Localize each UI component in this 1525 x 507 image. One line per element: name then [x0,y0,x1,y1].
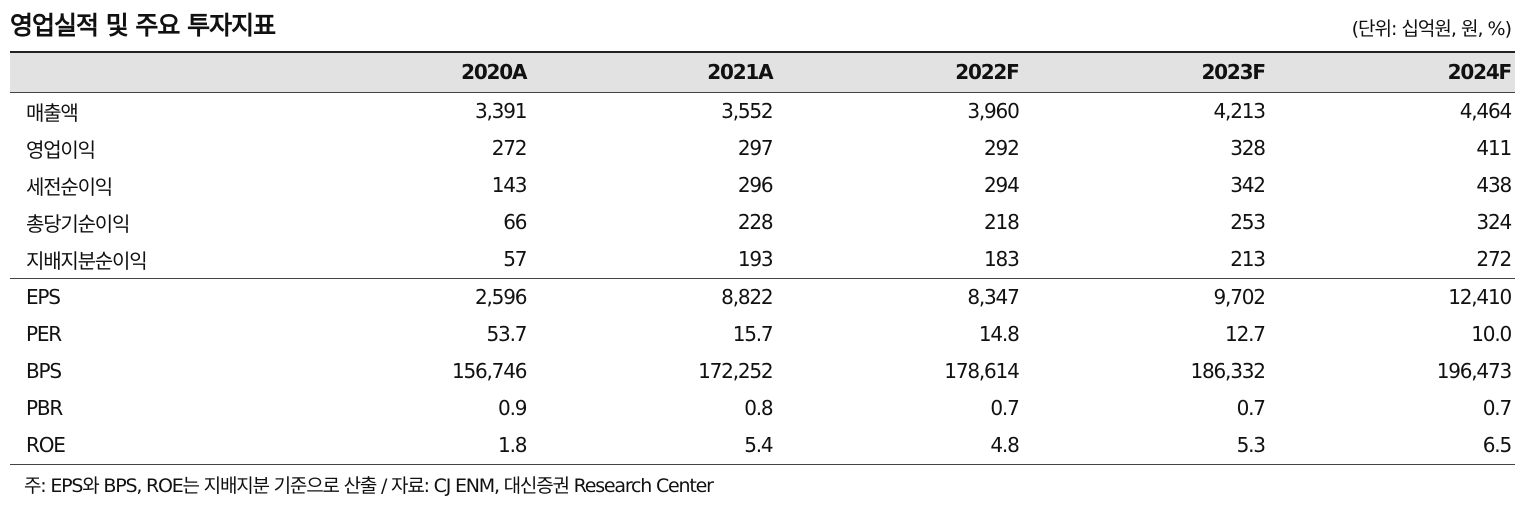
row-label: ROE [10,426,285,465]
unit-label: (단위: 십억원, 원, %) [1351,18,1512,40]
table-cell: 14.8 [978,322,1020,346]
table-cell: 272 [491,136,528,160]
table-cell: 66 [503,210,527,234]
table-cell: 296 [737,173,774,197]
table-cell: 3,960 [967,99,1019,123]
table-cell: 8,347 [776,277,1023,316]
table-row: PBR 0.9 0.8 0.7 0.7 0.7 [10,390,1515,427]
table-cell: 156,746 [451,359,528,383]
row-label: 매출액 [26,100,79,125]
column-header-2022f: 2022F [776,51,1023,93]
table-cell: 186,332 [1190,359,1266,383]
table-row: BPS 156,746 172,252 178,614 186,332 196,… [10,353,1515,390]
table-cell: 183 [984,247,1020,271]
table-cell: 5.4 [530,426,777,465]
table-cell: 1.8 [284,426,531,465]
table-row: ROE 1.8 5.4 4.8 5.3 6.5 [10,426,1515,465]
table-cell: 3,391 [475,99,527,123]
table-cell: 57 [503,247,527,271]
table-header-row: 2020A 2021A 2022F 2023F 2024F [10,51,1515,93]
row-label: PBR [26,396,63,420]
table-cell: 5.3 [1022,426,1269,465]
table-cell: 324 [1476,210,1512,234]
row-label: PER [26,322,62,346]
table-cell: 0.7 [1482,396,1512,420]
table-row: 총당기순이익 66 228 218 253 324 [10,204,1515,241]
table-cell: 2,596 [284,277,531,316]
table-cell: 328 [1230,136,1266,160]
table-cell: 4.8 [776,426,1023,465]
page-title: 영업실적 및 주요 투자지표 [10,11,276,40]
table-cell: 342 [1230,173,1266,197]
table-cell: 0.8 [744,396,773,420]
column-header-2021a: 2021A [530,51,777,93]
financial-table-container: 2020A 2021A 2022F 2023F 2024F 매출액 3,391 … [10,51,1515,465]
column-header-2024f: 2024F [1268,51,1515,93]
table-row: 영업이익 272 297 292 328 411 [10,130,1515,167]
table-cell: 297 [737,136,774,160]
row-label: 지배지분순이익 [26,248,148,273]
table-row: 매출액 3,391 3,552 3,960 4,213 4,464 [10,92,1515,130]
table-cell: 6.5 [1268,426,1515,465]
column-header-label [10,51,285,93]
table-cell: 228 [737,210,774,234]
table-cell: 253 [1230,210,1266,234]
table-cell: 12,410 [1268,277,1515,316]
table-cell: 196,473 [1436,359,1513,383]
table-cell: 4,464 [1459,99,1512,123]
table-cell: 12.7 [1225,322,1266,346]
table-cell: 8,822 [530,277,777,316]
table-cell: 294 [984,173,1020,197]
row-label: 세전순이익 [26,174,113,199]
table-cell: 143 [491,173,528,197]
table-row: EPS 2,596 8,822 8,347 9,702 12,410 [10,277,1515,316]
table-cell: 218 [984,210,1020,234]
table-cell: 3,552 [721,99,773,123]
table-cell: 292 [984,136,1020,160]
table-cell: 10.0 [1471,322,1512,346]
column-header-2023f: 2023F [1022,51,1269,93]
row-label: 총당기순이익 [26,211,130,236]
footnote: 주: EPS와 BPS, ROE는 지배지분 기준으로 산출 / 자료: CJ … [24,475,714,497]
table-row: 세전순이익 143 296 294 342 438 [10,167,1515,204]
table-cell: 178,614 [944,359,1020,383]
table-cell: 411 [1476,136,1512,160]
table-row: 지배지분순이익 57 193 183 213 272 [10,241,1515,279]
table-row: PER 53.7 15.7 14.8 12.7 10.0 [10,316,1515,353]
table-cell: 0.9 [498,396,527,420]
table-cell: 172,252 [698,359,774,383]
table-cell: 213 [1230,247,1266,271]
table-cell: 9,702 [1022,277,1269,316]
table-cell: 4,213 [1213,99,1266,123]
table-cell: 438 [1476,173,1512,197]
table-cell: 193 [737,247,774,271]
table-cell: 15.7 [732,322,774,346]
row-label: EPS [10,277,285,316]
table-cell: 53.7 [486,322,528,346]
financial-table: 2020A 2021A 2022F 2023F 2024F 매출액 3,391 … [10,51,1515,465]
row-label: 영업이익 [26,137,96,162]
column-header-2020a: 2020A [284,51,531,93]
row-label: BPS [26,359,62,383]
table-cell: 0.7 [990,396,1019,420]
table-cell: 0.7 [1236,396,1266,420]
table-cell: 272 [1476,247,1512,271]
